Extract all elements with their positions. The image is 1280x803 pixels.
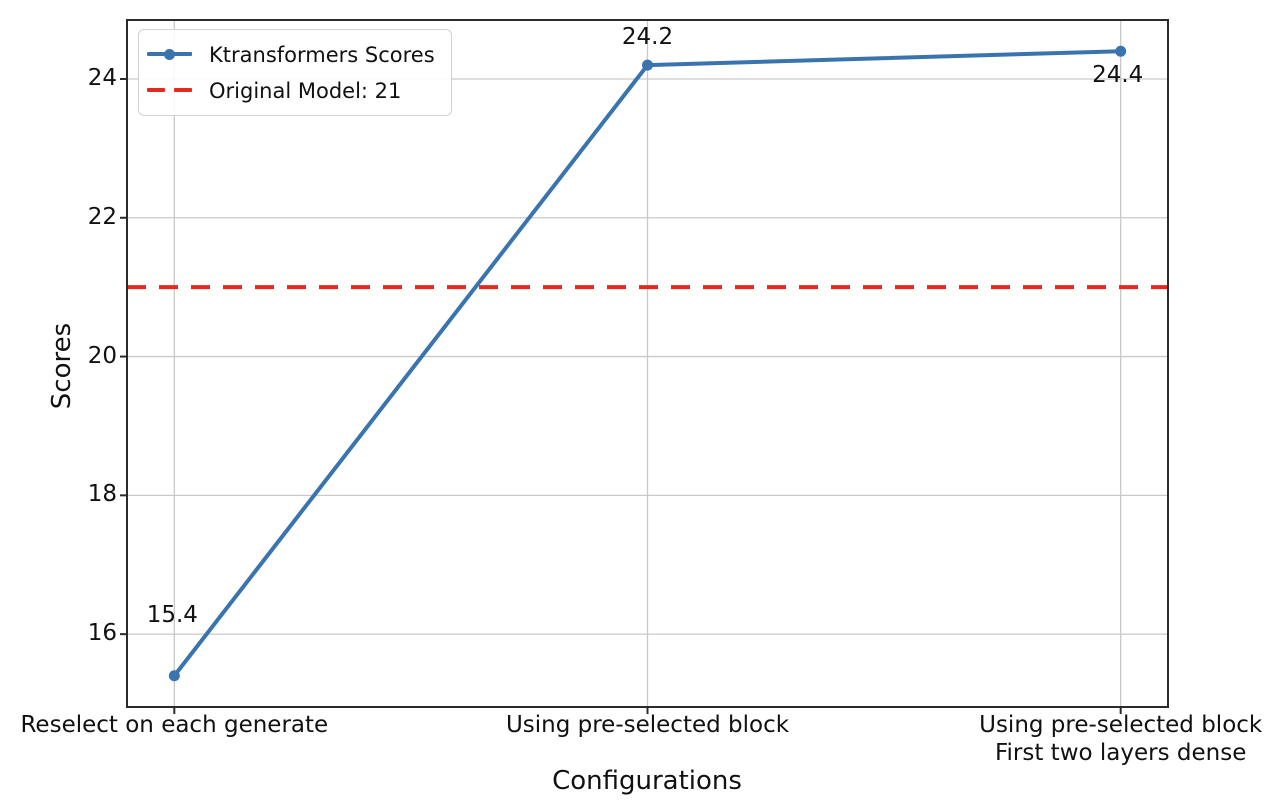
legend-label-series: Ktransformers Scores [209,42,435,67]
data-point-marker [168,670,180,682]
legend-item-baseline: Original Model: 21 [147,75,435,106]
y-tick-label: 16 [87,620,117,647]
red-dashed-line-icon [147,75,192,106]
dash-segment [147,88,165,92]
legend-label-baseline: Original Model: 21 [209,78,402,103]
marker-dot-icon [164,49,175,60]
y-tick-label: 24 [87,64,117,91]
x-tick-label: Reselect on each generate [20,712,329,738]
data-point-label: 24.2 [621,24,674,51]
data-point-label: 15.4 [146,601,198,628]
dash-sample [147,88,192,92]
y-tick-label: 22 [87,203,117,230]
x-axis-title: Configurations [552,766,742,796]
data-point-label: 24.4 [1092,62,1144,89]
x-tick-label: Using pre-selected block [505,712,790,738]
y-tick-label: 20 [87,342,117,369]
dash-segment [174,88,192,92]
blue-line-marker-icon [147,39,192,70]
legend-item-series: Ktransformers Scores [147,39,435,70]
y-tick-label: 18 [87,481,117,508]
y-axis-title: Scores [47,322,77,410]
legend: Ktransformers Scores Original Model: 21 [138,29,452,116]
plot-border [126,19,1169,708]
data-point-marker [642,59,653,71]
x-tick-label: Using pre-selected block First two layer… [979,712,1263,766]
data-point-marker [1115,45,1127,57]
